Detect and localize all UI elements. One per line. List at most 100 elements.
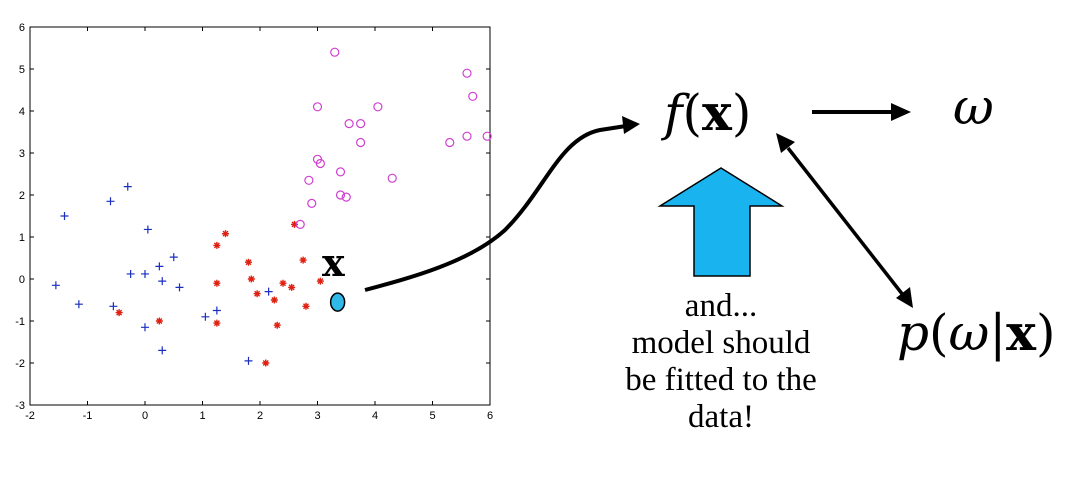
- x-vector-symbol: x: [1006, 303, 1036, 362]
- note-line: model should: [631, 325, 811, 361]
- circle-marker: [335, 167, 346, 177]
- circle-marker: [445, 137, 455, 148]
- asterisk-marker: [302, 302, 310, 310]
- asterisk-marker: [247, 275, 255, 283]
- curved-arrow-to-function: [364, 124, 627, 292]
- bar-symbol: |: [989, 304, 1007, 362]
- circle-marker: [335, 190, 346, 200]
- p-symbol: p: [897, 304, 930, 362]
- circle-marker: [295, 219, 305, 229]
- asterisk-marker: [273, 321, 281, 329]
- plus-marker: [51, 281, 60, 290]
- x-tick-label: 4: [372, 410, 378, 422]
- note-text: and... model should be fitted to the dat…: [586, 288, 856, 436]
- asterisk-marker: [279, 279, 287, 287]
- asterisk-marker: [213, 319, 221, 327]
- asterisk-marker: [299, 256, 307, 264]
- circle-marker: [307, 198, 317, 208]
- asterisk-marker: [115, 309, 123, 317]
- plus-marker: [175, 283, 184, 292]
- y-tick-label: 6: [19, 22, 25, 34]
- note-line: and...: [684, 288, 758, 324]
- y-tick-label: 3: [19, 148, 25, 160]
- circle-marker: [373, 102, 383, 112]
- asterisk-marker: [288, 283, 296, 291]
- circle-marker: [330, 47, 340, 57]
- asterisk-marker: [270, 296, 278, 304]
- double-arrow-posterior: [786, 146, 905, 297]
- asterisk-marker: [262, 359, 270, 367]
- close-paren: ): [731, 84, 752, 142]
- x-tick-label: 5: [429, 410, 435, 422]
- circle-marker: [356, 137, 366, 148]
- y-tick-label: -1: [15, 316, 25, 328]
- big-up-arrow: [657, 167, 785, 277]
- plus-marker: [244, 356, 253, 365]
- circle-marker: [468, 91, 478, 101]
- plus-marker: [155, 262, 164, 271]
- omega-symbol-small: ω: [948, 304, 990, 362]
- circle-marker: [387, 173, 397, 183]
- curved-arrow-head: [622, 116, 640, 134]
- plus-marker: [201, 312, 210, 321]
- plus-marker: [141, 269, 149, 278]
- circle-marker: [304, 175, 314, 185]
- plus-marker: [212, 306, 221, 315]
- open-paren: (: [682, 84, 703, 142]
- arrow-to-omega-head: [891, 103, 911, 121]
- y-tick-label: 4: [19, 106, 25, 118]
- y-tick-label: 5: [19, 64, 25, 76]
- double-arrow-head-bottom: [896, 287, 913, 308]
- note-line: be fitted to the: [625, 362, 817, 398]
- asterisk-marker: [253, 290, 261, 298]
- plot-frame: [29, 26, 491, 406]
- circle-marker: [462, 68, 472, 78]
- posterior-p-omega-given-x: p(ω|x): [897, 308, 1056, 359]
- circle-marker: [344, 118, 354, 129]
- asterisk-marker: [155, 317, 163, 325]
- asterisk-marker: [291, 220, 298, 228]
- plus-marker: [109, 302, 118, 311]
- circle-marker: [482, 131, 492, 141]
- plus-marker: [264, 287, 273, 296]
- plus-marker: [141, 323, 149, 332]
- circle-marker: [341, 192, 351, 202]
- plus-marker: [143, 225, 152, 234]
- asterisk-marker: [245, 258, 252, 266]
- plus-marker: [106, 197, 115, 206]
- plus-marker: [60, 212, 69, 220]
- circle-marker: [356, 118, 366, 129]
- double-arrow-head-top: [776, 133, 795, 153]
- y-tick-label: -3: [15, 400, 25, 412]
- plus-marker: [126, 269, 135, 278]
- query-point-marker: [329, 292, 346, 312]
- asterisk-marker: [222, 230, 229, 238]
- open-paren: (: [929, 304, 949, 362]
- x-tick-label: 2: [257, 410, 263, 422]
- y-tick-label: -2: [15, 358, 25, 370]
- circle-marker: [462, 131, 472, 141]
- x-tick-label: -1: [83, 410, 93, 422]
- function-f-of-x: f(x): [664, 88, 751, 139]
- y-tick-label: 1: [19, 232, 25, 244]
- y-tick-label: 0: [19, 274, 25, 286]
- plus-marker: [123, 182, 132, 191]
- asterisk-marker: [213, 241, 221, 249]
- plus-marker: [169, 253, 178, 262]
- close-paren: ): [1035, 304, 1056, 362]
- plus-marker: [74, 300, 83, 309]
- y-tick-label: 2: [19, 190, 25, 202]
- x-tick-label: 6: [487, 410, 493, 422]
- circle-marker: [312, 102, 323, 112]
- plus-marker: [158, 277, 167, 286]
- x-tick-label: 3: [314, 410, 320, 422]
- circle-marker: [315, 158, 325, 169]
- x-tick-label: 0: [142, 410, 148, 422]
- asterisk-marker: [213, 279, 221, 287]
- x-tick-label: 1: [199, 410, 205, 422]
- x-tick-label: -2: [25, 410, 35, 422]
- f-symbol: f: [664, 84, 683, 142]
